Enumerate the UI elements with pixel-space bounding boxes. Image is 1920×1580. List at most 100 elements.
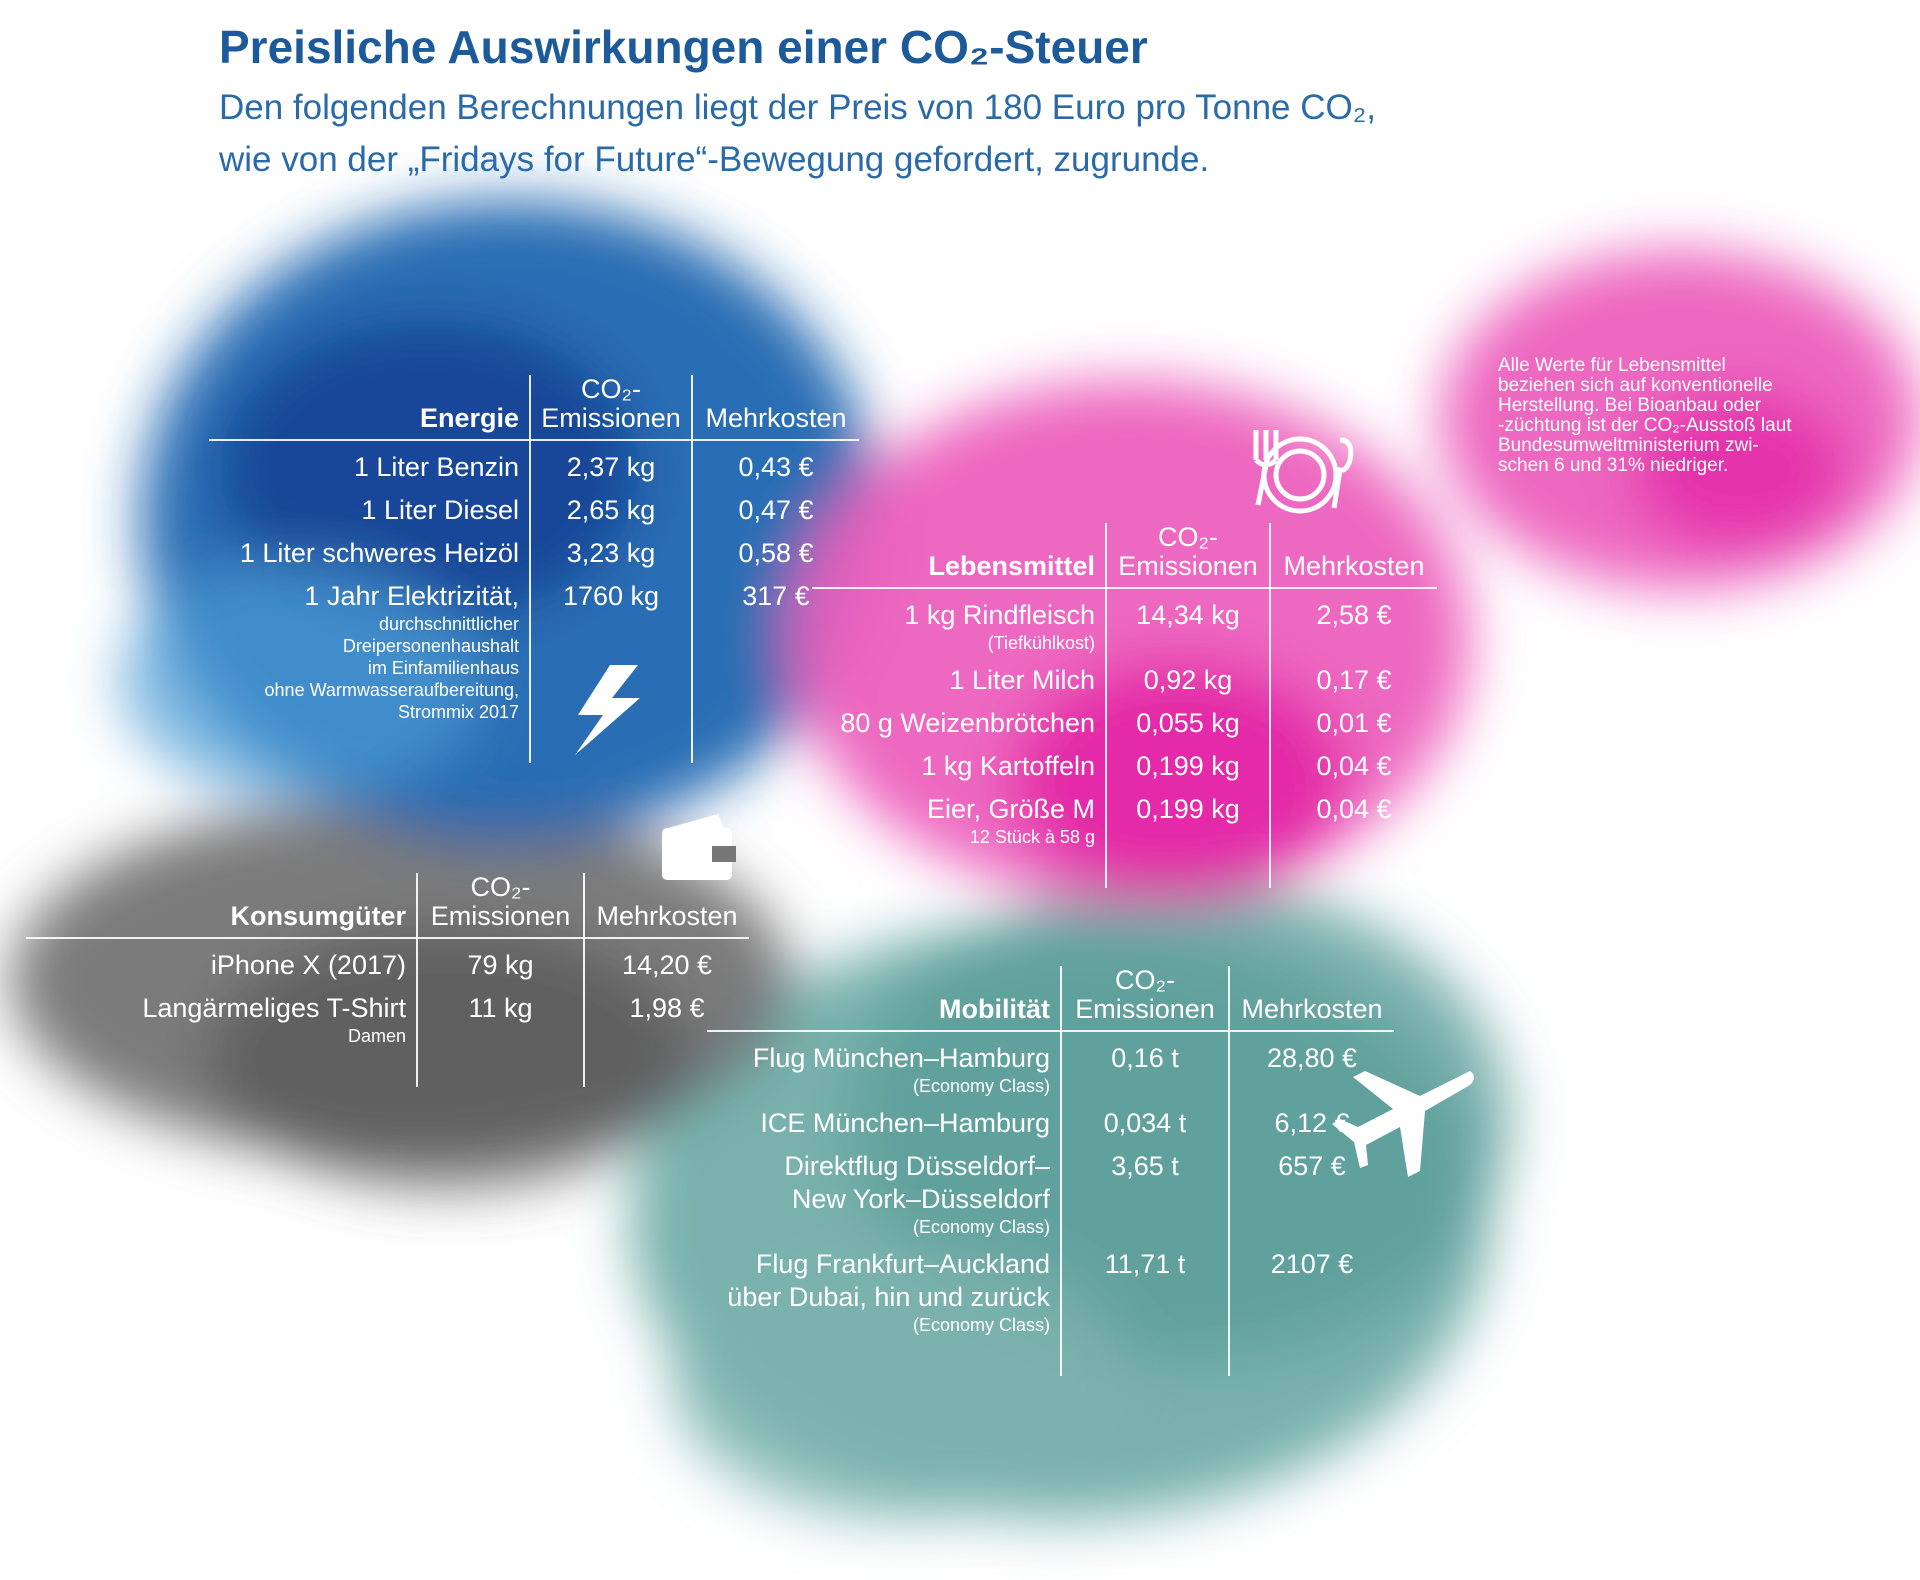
cost-cell: 14,20 € [621, 950, 713, 980]
note-line: Alle Werte für Lebensmittel [1498, 355, 1726, 376]
cost-cell: 2,58 € [1316, 600, 1392, 630]
note-box: Alle Werte für Lebensmittel beziehen sich… [1498, 356, 1792, 476]
note-line: Bundesumweltministerium zwi- [1498, 435, 1759, 456]
item-line: iPhone X (2017) [210, 950, 406, 980]
header-cost: Mehrkosten [584, 873, 749, 939]
plane-icon [1332, 1071, 1474, 1177]
item-line: über Dubai, hin und zurück [727, 1282, 1050, 1312]
note-line: beziehen sich auf konventionelle [1498, 375, 1773, 396]
emission-cell: 11 kg [417, 982, 585, 1087]
header-cost: Mehrkosten [1229, 966, 1394, 1032]
table-row: Langärmeliges T-Shirt Damen 11 kg 1,98 € [26, 982, 749, 1087]
item-cell: 80 g Weizenbrötchen [812, 697, 1107, 740]
table-row: 1 Jahr Elektrizität, durchschnittlicher Dr… [209, 570, 859, 763]
header-cost: Mehrkosten [1270, 523, 1437, 589]
header-emissions-line: Emissionen [541, 403, 681, 433]
item-cell: Eier, Größe M 12 Stück à 58 g [812, 783, 1107, 888]
wallet-icon [662, 814, 736, 880]
table-row: Flug München–Hamburg (Economy Class) 0,16 … [707, 1031, 1394, 1097]
cost-cell: 0,43 € [738, 452, 814, 482]
item-line: Langärmeliges T-Shirt [142, 993, 406, 1023]
item-note: Strommix 2017 [397, 702, 519, 722]
data-table: Lebensmittel CO₂- Emissionen Mehrkosten 1 kg… [812, 523, 1437, 888]
item-note: (Tiefkühlkost) [987, 633, 1095, 653]
item-line: New York–Düsseldorf [791, 1184, 1050, 1214]
item-cell: 1 Liter Benzin [209, 440, 531, 484]
item-note: Damen [347, 1026, 406, 1046]
table-row: Flug Frankfurt–Auckland über Dubai, hin u… [707, 1238, 1394, 1376]
header-row: Mobilität CO₂- Emissionen Mehrkosten [707, 966, 1394, 1032]
item-line: 1 kg Rindfleisch [904, 600, 1095, 630]
header-name: Lebensmittel [812, 523, 1107, 589]
item-line: 1 Liter Benzin [353, 452, 519, 482]
data-table: Konsumgüter CO₂- Emissionen Mehrkosten iPhon… [26, 873, 749, 1087]
table-row: iPhone X (2017) 79 kg 14,20 € [26, 938, 749, 982]
emission-cell: 2,65 kg [530, 484, 693, 527]
item-line: ICE München–Hamburg [760, 1108, 1050, 1138]
subtitle-line: Den folgenden Berechnungen liegt der Pre… [219, 88, 1377, 127]
item-cell: 1 kg Rindfleisch (Tiefkühlkost) [812, 588, 1107, 654]
emission-cell: 0,199 kg [1106, 783, 1271, 888]
cost-cell: 2107 € [1270, 1249, 1354, 1279]
cost-cell: 28,80 € [1266, 1043, 1358, 1073]
header-emissions-line: CO₂- [470, 872, 531, 902]
emission-cell: 0,16 t [1061, 1031, 1230, 1097]
header-emissions: CO₂- Emissionen [1061, 966, 1230, 1032]
item-cell: ICE München–Hamburg [707, 1097, 1062, 1140]
item-note: im Einfamilienhaus [367, 658, 519, 678]
table-row: 1 kg Rindfleisch (Tiefkühlkost) 14,34 kg 2,… [812, 588, 1437, 654]
header-cost: Mehrkosten [692, 375, 859, 441]
item-note: ohne Warmwasseraufbereitung, [264, 680, 519, 700]
item-note: (Economy Class) [912, 1217, 1050, 1237]
emission-cell: 14,34 kg [1106, 588, 1271, 654]
header-emissions-line: CO₂- [581, 374, 641, 404]
header-emissions-line: Emissionen [1118, 551, 1258, 581]
item-cell: iPhone X (2017) [26, 938, 418, 982]
data-table: Mobilität CO₂- Emissionen Mehrkosten Flug Mü… [707, 966, 1394, 1376]
emission-cell: 1760 kg [530, 570, 693, 763]
item-cell: Flug Frankfurt–Auckland über Dubai, hin u… [707, 1238, 1062, 1376]
cost-cell: 6,12 € [1274, 1108, 1350, 1138]
header-name: Mobilität [707, 966, 1062, 1032]
header-emissions-line: CO₂- [1158, 522, 1218, 552]
header-emissions-line: Emissionen [1075, 994, 1215, 1024]
cost-cell: 0,04 € [1316, 751, 1392, 781]
item-line: 1 kg Kartoffeln [921, 751, 1095, 781]
item-cell: 1 Liter Diesel [209, 484, 531, 527]
header-name: Energie [209, 375, 531, 441]
header-row: Konsumgüter CO₂- Emissionen Mehrkosten [26, 872, 749, 939]
header-row: Lebensmittel CO₂- Emissionen Mehrkosten [812, 522, 1437, 589]
title: Preisliche Auswirkungen einer CO₂-Steuer [219, 21, 1148, 73]
item-line: Eier, Größe M [926, 794, 1095, 824]
emission-cell: 79 kg [417, 938, 585, 982]
cost-cell: 1,98 € [629, 993, 705, 1023]
item-cell: 1 kg Kartoffeln [812, 740, 1107, 783]
item-note: (Economy Class) [912, 1076, 1050, 1096]
item-note: (Economy Class) [912, 1315, 1050, 1335]
table-row: 80 g Weizenbrötchen 0,055 kg 0,01 € [812, 697, 1437, 740]
table-row: Direktflug Düsseldorf– New York–Düsseldor… [707, 1140, 1394, 1238]
item-cell: 1 Jahr Elektrizität, durchschnittlicher Dr… [209, 570, 531, 763]
note-line: Herstellung. Bei Bioanbau oder [1498, 395, 1762, 416]
item-line: 1 Liter Milch [949, 665, 1095, 695]
item-cell: 1 Liter schweres Heizöl [209, 527, 531, 570]
item-line: 80 g Weizenbrötchen [840, 708, 1095, 738]
table-row: 1 kg Kartoffeln 0,199 kg 0,04 € [812, 740, 1437, 783]
cost-cell: 0,04 € [1316, 794, 1392, 824]
cost-cell: 0,01 € [1316, 708, 1392, 738]
table-row: ICE München–Hamburg 0,034 t 6,12 € [707, 1097, 1394, 1140]
item-cell: Flug München–Hamburg (Economy Class) [707, 1031, 1062, 1097]
header-emissions-line: Emissionen [430, 901, 571, 931]
cost-cell: 657 € [1278, 1151, 1346, 1181]
item-line: Direktflug Düsseldorf– [784, 1151, 1050, 1181]
emission-cell: 0,055 kg [1106, 697, 1271, 740]
cost-cell: 0,58 € [738, 538, 814, 568]
table-row: 1 Liter Benzin 2,37 kg 0,43 € [209, 440, 859, 484]
table-row: 1 Liter Milch 0,92 kg 0,17 € [812, 654, 1437, 697]
item-cell: Direktflug Düsseldorf– New York–Düsseldor… [707, 1140, 1062, 1238]
plate-icon [1253, 430, 1354, 514]
note-line: schen 6 und 31% niedriger. [1498, 455, 1729, 476]
item-line: 1 Jahr Elektrizität, [304, 581, 519, 611]
item-line: Flug Frankfurt–Auckland [755, 1249, 1050, 1279]
